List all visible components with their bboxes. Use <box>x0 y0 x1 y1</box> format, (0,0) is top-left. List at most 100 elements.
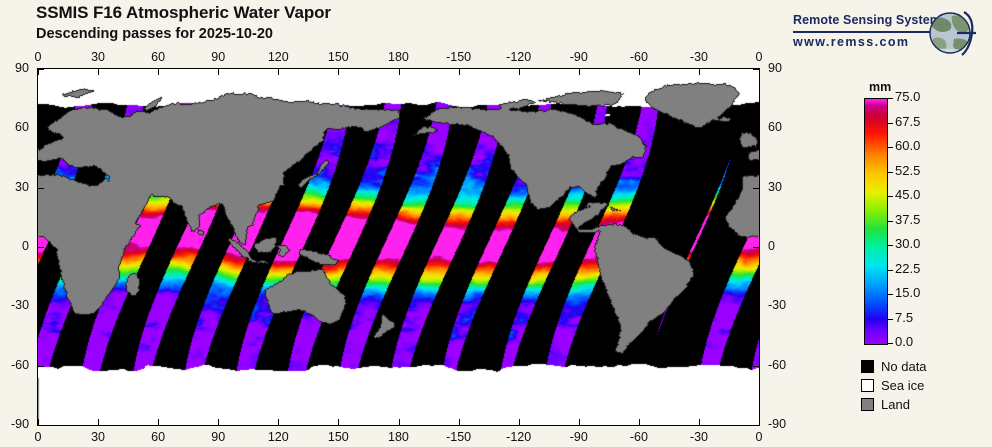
colorbar-tick-label: 45.0 <box>895 187 921 202</box>
x-tick-label: 180 <box>388 430 409 444</box>
colorbar <box>864 98 888 345</box>
y-tick-label: -90 <box>768 417 787 431</box>
y-tick <box>753 247 759 248</box>
y-tick <box>38 69 44 70</box>
colorbar-tick <box>887 343 893 344</box>
x-tick-label: 150 <box>327 50 349 64</box>
y-tick-label: -90 <box>11 417 30 431</box>
x-tick <box>759 419 760 425</box>
legend-swatch <box>861 398 874 411</box>
y-tick <box>753 365 759 367</box>
x-tick <box>338 419 340 425</box>
x-tick <box>638 419 640 425</box>
x-tick <box>458 419 460 425</box>
x-tick-label: -30 <box>689 50 708 64</box>
colorbar-tick <box>887 123 893 124</box>
y-tick-label: 90 <box>768 61 782 75</box>
x-tick <box>698 419 700 425</box>
y-tick <box>753 306 759 308</box>
legend-label: No data <box>881 359 927 374</box>
x-tick-label: -150 <box>446 50 472 64</box>
x-tick-label: 0 <box>34 50 42 64</box>
x-tick-label: 30 <box>91 430 105 444</box>
y-tick <box>38 247 44 248</box>
x-tick-label: 0 <box>755 50 763 64</box>
x-tick-label: 120 <box>267 50 289 64</box>
colorbar-tick-label: 52.5 <box>895 162 921 178</box>
colorbar-tick <box>887 221 893 222</box>
legend-label: Sea ice <box>881 378 925 393</box>
globe-icon <box>929 11 976 56</box>
colorbar-tick-label: 37.5 <box>895 211 921 227</box>
colorbar-tick-label: 22.5 <box>895 260 921 276</box>
x-tick <box>578 69 580 75</box>
y-tick-label: 0 <box>768 239 775 253</box>
y-tick <box>38 425 44 426</box>
x-tick <box>638 69 640 75</box>
colorbar-tick <box>887 245 893 246</box>
x-tick <box>398 69 400 75</box>
colorbar-tick-label: 15.0 <box>895 285 921 300</box>
x-tick-label: 90 <box>211 50 226 64</box>
colorbar-tick-label: 67.5 <box>895 113 921 129</box>
y-tick-label: -30 <box>11 298 30 313</box>
colorbar-tick <box>887 172 893 173</box>
x-tick <box>518 69 520 75</box>
x-tick-label: 120 <box>267 430 289 444</box>
y-tick <box>38 128 44 130</box>
colorbar-tick <box>887 294 893 295</box>
y-tick <box>38 365 44 367</box>
x-tick-label: -60 <box>629 50 648 64</box>
page-title: SSMIS F16 Atmospheric Water Vapor <box>36 3 331 22</box>
y-tick <box>753 425 759 426</box>
x-tick-label: 90 <box>211 430 226 444</box>
colorbar-tick <box>887 147 893 148</box>
colorbar-tick-label: 75.0 <box>895 89 921 104</box>
colorbar-tick-label: 0.0 <box>895 334 914 349</box>
y-tick-label: 90 <box>15 61 29 75</box>
y-tick-label: 0 <box>22 239 29 253</box>
legend-label: Land <box>881 397 910 412</box>
x-tick <box>278 69 280 75</box>
legend-swatch <box>861 360 874 373</box>
x-tick <box>518 419 520 425</box>
x-tick <box>338 69 340 75</box>
colorbar-tick <box>887 196 893 197</box>
x-tick-label: -60 <box>629 430 648 444</box>
x-tick-label: 0 <box>34 430 42 444</box>
x-tick-label: -30 <box>689 430 708 444</box>
x-tick-label: 60 <box>151 430 166 444</box>
x-tick <box>759 69 760 75</box>
x-tick <box>158 419 160 425</box>
y-tick-label: 30 <box>768 179 782 194</box>
colorbar-tick <box>887 270 893 271</box>
remss-logo: Remote Sensing Systems www.remss.com <box>793 8 983 58</box>
colorbar-tick-label: 60.0 <box>895 138 921 153</box>
colorbar-gradient <box>865 99 887 344</box>
legend-swatch <box>861 379 874 392</box>
x-tick <box>698 69 700 75</box>
x-tick <box>98 69 100 75</box>
colorbar-tick <box>887 319 893 320</box>
x-tick-label: 30 <box>91 50 105 64</box>
y-tick-label: -30 <box>768 298 787 313</box>
colorbar-tick <box>887 98 893 99</box>
colorbar-unit-label: mm <box>869 80 892 94</box>
y-tick-label: -60 <box>768 357 787 372</box>
y-tick <box>753 128 759 130</box>
logo-divider <box>793 31 940 33</box>
x-tick <box>398 419 400 425</box>
y-tick <box>38 187 44 189</box>
x-tick-label: 150 <box>327 430 349 444</box>
x-tick-label: 0 <box>755 430 763 444</box>
x-tick-label: 60 <box>151 50 166 64</box>
x-tick <box>38 419 39 425</box>
water-vapor-map[interactable] <box>37 68 760 426</box>
y-tick <box>753 69 759 70</box>
x-tick <box>218 419 220 425</box>
x-tick <box>218 69 220 75</box>
x-tick-label: -150 <box>446 430 472 444</box>
x-tick-label: 180 <box>388 50 409 64</box>
y-tick-label: 60 <box>15 120 29 135</box>
x-tick <box>158 69 160 75</box>
